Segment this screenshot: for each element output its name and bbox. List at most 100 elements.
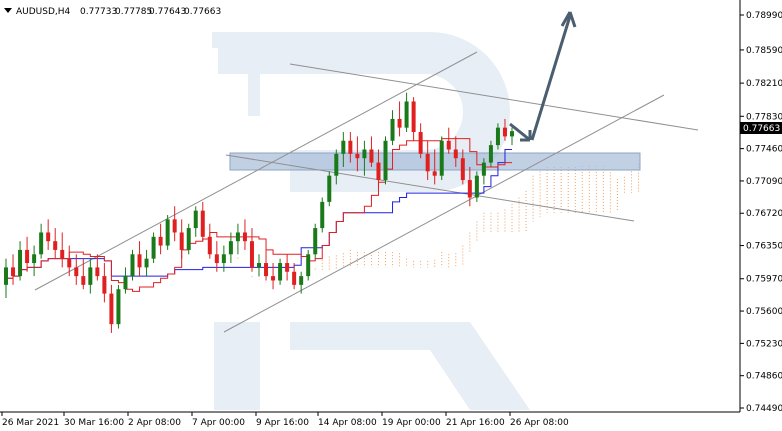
candle-body [18,249,23,277]
candle-body [193,210,198,229]
candle-body [144,258,149,268]
candle-body [158,236,163,246]
candle [306,249,311,281]
candle [362,140,367,176]
candle [207,223,212,259]
candle [109,284,114,333]
candle-body [418,132,423,154]
current-price-label: 0.77663 [743,124,780,134]
candle-body [320,201,325,229]
candle-body [235,232,240,242]
candle-body [474,175,479,198]
candle [502,118,507,141]
candle [193,206,198,237]
candle-body [207,236,212,255]
candle [327,171,332,207]
candle-body [4,267,8,285]
candle-body [348,140,353,154]
candle-body [221,254,226,264]
candle [53,228,58,259]
x-tick-label: 2 Apr 08:00 [128,418,181,428]
candle [116,284,121,329]
candle [278,258,283,285]
candle-body [214,254,219,264]
y-tick-label: 0.77830 [746,112,782,122]
candle-body [249,241,254,268]
candle [334,149,339,185]
candle-body [271,276,276,281]
candle-body [88,267,93,285]
candle-body [102,276,107,294]
candle-body [285,263,290,272]
candle-body [376,162,381,181]
candle [200,201,205,242]
menu-triangle-icon[interactable] [4,8,12,13]
x-tick-label: 7 Apr 00:00 [192,418,245,428]
candle-body [299,276,304,285]
candle [474,171,479,202]
candle [165,214,170,250]
candle [453,136,458,167]
candle-body [11,267,16,277]
candle-body [278,263,283,281]
candle [460,149,465,185]
candle-body [390,118,395,141]
candle-body [25,249,30,264]
candle [292,263,297,290]
candle-body [32,254,37,264]
close-value: 0.77663 [184,7,221,17]
candle [228,232,233,264]
candle [74,254,79,285]
candle-body [257,263,261,268]
candle [320,197,325,233]
x-tick-label: 14 Apr 08:00 [318,418,377,428]
x-tick-label: 19 Apr 00:00 [382,418,441,428]
candle-body [341,140,346,154]
candle [130,249,135,281]
current-price-tag [740,122,782,134]
candle [510,127,514,146]
candle [404,92,409,133]
candle [242,219,247,250]
candle [446,127,451,154]
candle-body [397,118,402,128]
x-tick-label: 26 Mar 2021 [2,418,59,428]
candle [432,149,437,185]
candle-body [151,236,156,259]
candle [264,249,269,281]
candle-body [467,180,472,198]
candle-body [404,101,409,128]
candle-body [502,127,507,137]
x-tick-label: 9 Apr 16:00 [256,418,309,428]
open-value: 0.77733 [80,7,117,17]
candle [341,132,346,167]
candle [376,149,381,189]
candle [348,132,353,163]
y-tick-label: 0.77090 [746,177,782,187]
candle [495,123,500,150]
y-tick-label: 0.77460 [746,145,782,155]
candle [60,232,65,268]
candle-body [179,232,184,250]
candle-body [264,263,269,277]
candle-body [488,145,493,163]
descending-lower-line [225,154,635,222]
symbol-label: AUDUSD,H4 [16,7,71,17]
candle-body [81,276,86,285]
candle [271,263,276,290]
candle-body [327,175,332,202]
candle [95,254,100,281]
candle [221,245,226,272]
candle-body [460,158,465,181]
watermark-logo [212,32,530,410]
candle-body [200,210,205,237]
trend-lines [34,51,699,333]
candle-body [67,258,72,268]
forecast-arrow-up [530,15,572,141]
chart-header: AUDUSD,H4 0.77733 0.77785 0.77643 0.7766… [4,7,221,17]
candle-body [334,153,339,176]
candle-body [313,228,318,255]
candle [88,258,93,294]
